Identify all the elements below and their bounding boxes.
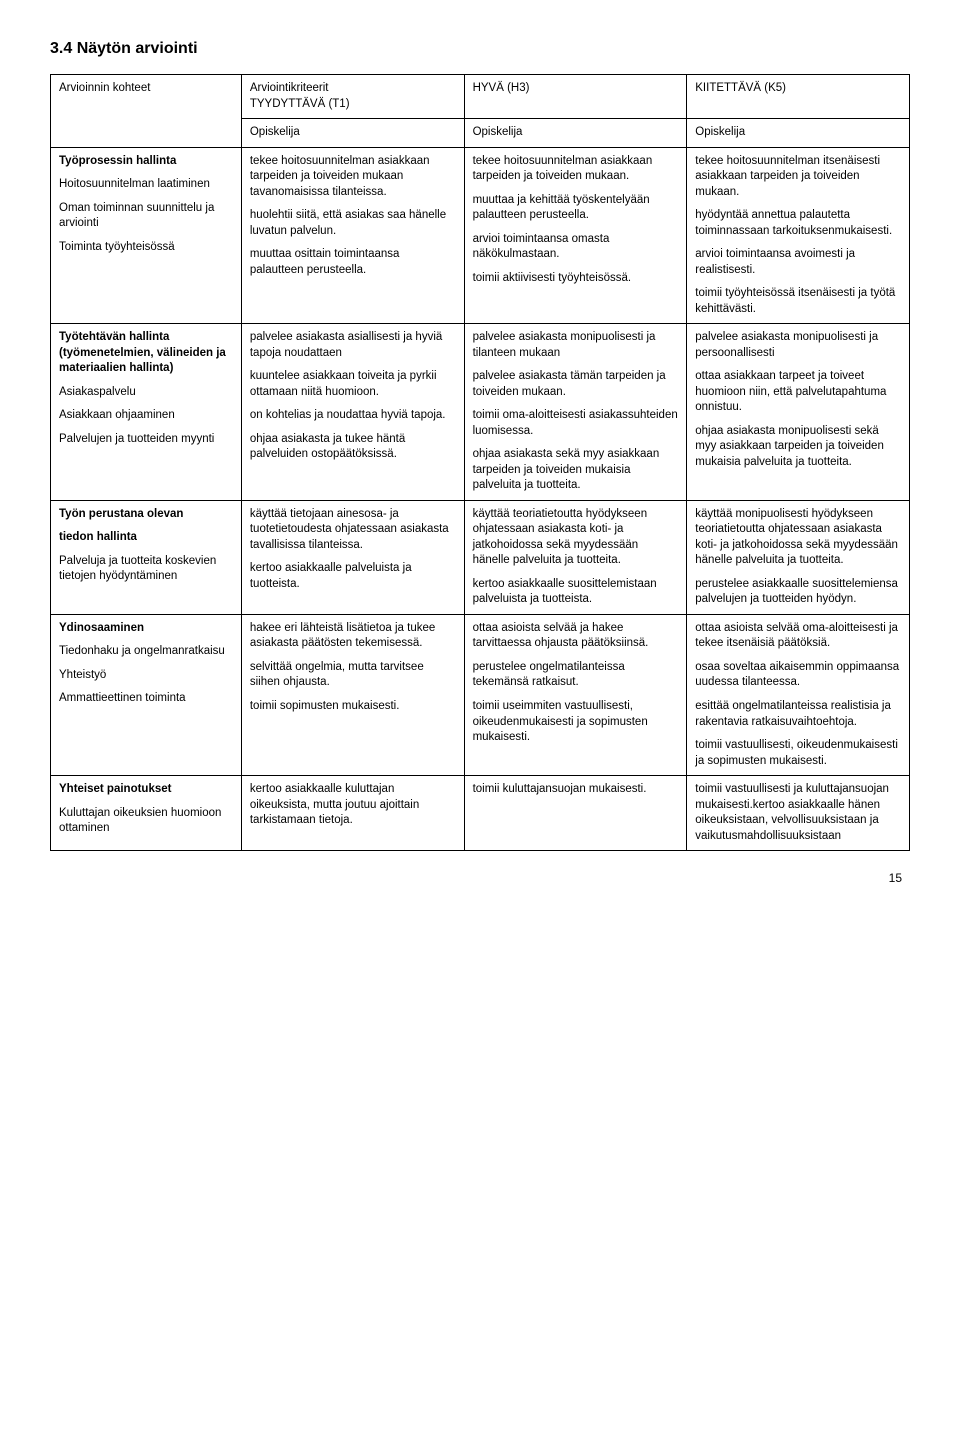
row-topic: Ydinosaaminen Tiedonhaku ja ongelmanratka…	[51, 614, 242, 775]
row-topic-sub: Palvelujen ja tuotteiden myynti	[59, 432, 233, 448]
criteria-k5: käyttää monipuolisesti hyödykseen teoria…	[687, 500, 910, 614]
criteria-h3: tekee hoitosuunnitelman asiakkaan tarpei…	[464, 147, 687, 324]
row-topic-sub: Oman toiminnan suunnittelu ja arviointi	[59, 201, 233, 232]
row-topic: Työtehtävän hallinta (työmenetelmien, vä…	[51, 324, 242, 501]
row-topic-sub: Toiminta työyhteisössä	[59, 240, 233, 256]
criteria-text: palvelee asiakasta asiallisesti ja hyviä…	[250, 330, 456, 361]
criteria-text: arvioi toimintaansa omasta näkökulmastaa…	[473, 232, 679, 263]
criteria-text: muuttaa osittain toimintaansa palautteen…	[250, 247, 456, 278]
criteria-text: kertoo asiakkaalle suosittelemistaan pal…	[473, 577, 679, 608]
criteria-text: toimii kuluttajansuojan mukaisesti.	[473, 782, 679, 798]
row-topic-sub: Yhteistyö	[59, 668, 233, 684]
criteria-text: toimii oma-aloitteisesti asiakassuhteide…	[473, 408, 679, 439]
table-row: Yhteiset painotukset Kuluttajan oikeuksie…	[51, 776, 910, 851]
criteria-text: ottaa asioista selvää oma-aloitteisesti …	[695, 621, 901, 652]
criteria-text: hakee eri lähteistä lisätietoa ja tukee …	[250, 621, 456, 652]
row-topic: Työn perustana olevan tiedon hallinta Palv…	[51, 500, 242, 614]
subheader-opiskelija-3: Opiskelija	[687, 119, 910, 148]
criteria-text: huolehtii siitä, että asiakas saa hänell…	[250, 208, 456, 239]
criteria-h3: toimii kuluttajansuojan mukaisesti.	[464, 776, 687, 851]
subheader-opiskelija-1: Opiskelija	[241, 119, 464, 148]
criteria-text: ohjaa asiakasta sekä myy asiakkaan tarpe…	[473, 447, 679, 494]
criteria-text: kertoo asiakkaalle palveluista ja tuotte…	[250, 561, 456, 592]
page-number: 15	[50, 871, 910, 885]
criteria-t1: palvelee asiakasta asiallisesti ja hyviä…	[241, 324, 464, 501]
criteria-text: käyttää tietojaan ainesosa- ja tuotetiet…	[250, 507, 456, 554]
row-topic-heading: Ydinosaaminen	[59, 621, 233, 637]
row-topic-sub: Palveluja ja tuotteita koskevien tietoje…	[59, 554, 233, 585]
row-topic-heading: Työtehtävän hallinta (työmenetelmien, vä…	[59, 330, 233, 377]
row-topic-sub: Hoitosuunnitelman laatiminen	[59, 177, 233, 193]
header-k5: KIITETTÄVÄ (K5)	[687, 75, 910, 119]
subheader-opiskelija-2: Opiskelija	[464, 119, 687, 148]
criteria-text: toimii vastuullisesti, oikeudenmukaisest…	[695, 738, 901, 769]
criteria-text: käyttää teoriatietoutta hyödykseen ohjat…	[473, 507, 679, 569]
criteria-h3: ottaa asioista selvää ja hakee tarvittae…	[464, 614, 687, 775]
criteria-t1: tekee hoitosuunnitelman asiakkaan tarpei…	[241, 147, 464, 324]
criteria-text: palvelee asiakasta monipuolisesti ja per…	[695, 330, 901, 361]
criteria-t1: kertoo asiakkaalle kuluttajan oikeuksist…	[241, 776, 464, 851]
row-topic: Työprosessin hallinta Hoitosuunnitelman l…	[51, 147, 242, 324]
row-topic-heading: Työprosessin hallinta	[59, 154, 233, 170]
criteria-text: perustelee ongelmatilanteissa tekemänsä …	[473, 660, 679, 691]
criteria-text: kertoo asiakkaalle kuluttajan oikeuksist…	[250, 782, 456, 829]
row-topic-sub: Kuluttajan oikeuksien huomioon ottaminen	[59, 806, 233, 837]
row-topic-heading: tiedon hallinta	[59, 530, 233, 546]
criteria-text: selvittää ongelmia, mutta tarvitsee siih…	[250, 660, 456, 691]
criteria-t1: käyttää tietojaan ainesosa- ja tuotetiet…	[241, 500, 464, 614]
criteria-k5: ottaa asioista selvää oma-aloitteisesti …	[687, 614, 910, 775]
header-arvioinnin-kohteet: Arvioinnin kohteet	[51, 75, 242, 148]
criteria-text: tekee hoitosuunnitelman asiakkaan tarpei…	[250, 154, 456, 201]
criteria-t1: hakee eri lähteistä lisätietoa ja tukee …	[241, 614, 464, 775]
header-arviointikriteerit: Arviointikriteerit	[250, 82, 329, 94]
row-topic-heading: Yhteiset painotukset	[59, 782, 233, 798]
table-row: Työn perustana olevan tiedon hallinta Palv…	[51, 500, 910, 614]
row-topic-sub: Tiedonhaku ja ongelmanratkaisu	[59, 644, 233, 660]
section-title: 3.4 Näytön arviointi	[50, 40, 910, 58]
criteria-text: palvelee asiakasta tämän tarpeiden ja to…	[473, 369, 679, 400]
criteria-text: perustelee asiakkaalle suosittelemiensa …	[695, 577, 901, 608]
criteria-text: osaa soveltaa aikaisemmin oppimaansa uud…	[695, 660, 901, 691]
criteria-text: käyttää monipuolisesti hyödykseen teoria…	[695, 507, 901, 569]
criteria-text: on kohtelias ja noudattaa hyviä tapoja.	[250, 408, 456, 424]
table-row: Työprosessin hallinta Hoitosuunnitelman l…	[51, 147, 910, 324]
criteria-text: ohjaa asiakasta ja tukee häntä palveluid…	[250, 432, 456, 463]
criteria-text: esittää ongelmatilanteissa realistisia j…	[695, 699, 901, 730]
criteria-text: toimii työyhteisössä itsenäisesti ja työ…	[695, 286, 901, 317]
criteria-k5: toimii vastuullisesti ja kuluttajansuoja…	[687, 776, 910, 851]
criteria-text: toimii aktiivisesti työyhteisössä.	[473, 271, 679, 287]
criteria-text: tekee hoitosuunnitelman asiakkaan tarpei…	[473, 154, 679, 185]
criteria-text: hyödyntää annettua palautetta toiminnass…	[695, 208, 901, 239]
header-t1: TYYDYTTÄVÄ (T1)	[250, 98, 350, 110]
criteria-text: muuttaa ja kehittää työskentelyään palau…	[473, 193, 679, 224]
criteria-text: palvelee asiakasta monipuolisesti ja til…	[473, 330, 679, 361]
criteria-k5: palvelee asiakasta monipuolisesti ja per…	[687, 324, 910, 501]
header-h3: HYVÄ (H3)	[464, 75, 687, 119]
row-topic-heading: Työn perustana olevan	[59, 507, 233, 523]
row-topic: Yhteiset painotukset Kuluttajan oikeuksie…	[51, 776, 242, 851]
table-row: Ydinosaaminen Tiedonhaku ja ongelmanratka…	[51, 614, 910, 775]
criteria-h3: palvelee asiakasta monipuolisesti ja til…	[464, 324, 687, 501]
criteria-text: ottaa asioista selvää ja hakee tarvittae…	[473, 621, 679, 652]
table-header-row-1: Arvioinnin kohteet Arviointikriteerit TY…	[51, 75, 910, 119]
table-row: Työtehtävän hallinta (työmenetelmien, vä…	[51, 324, 910, 501]
row-topic-sub: Asiakaspalvelu	[59, 385, 233, 401]
header-arviointikriteerit-t1: Arviointikriteerit TYYDYTTÄVÄ (T1)	[241, 75, 464, 119]
assessment-table: Arvioinnin kohteet Arviointikriteerit TY…	[50, 74, 910, 851]
criteria-text: toimii vastuullisesti ja kuluttajansuoja…	[695, 782, 901, 844]
criteria-text: toimii useimmiten vastuullisesti, oikeud…	[473, 699, 679, 746]
criteria-text: ottaa asiakkaan tarpeet ja toiveet huomi…	[695, 369, 901, 416]
criteria-text: toimii sopimusten mukaisesti.	[250, 699, 456, 715]
criteria-text: tekee hoitosuunnitelman itsenäisesti asi…	[695, 154, 901, 201]
criteria-text: arvioi toimintaansa avoimesti ja realist…	[695, 247, 901, 278]
criteria-k5: tekee hoitosuunnitelman itsenäisesti asi…	[687, 147, 910, 324]
criteria-text: ohjaa asiakasta monipuolisesti sekä myy …	[695, 424, 901, 471]
row-topic-sub: Asiakkaan ohjaaminen	[59, 408, 233, 424]
row-topic-sub: Ammattieettinen toiminta	[59, 691, 233, 707]
criteria-h3: käyttää teoriatietoutta hyödykseen ohjat…	[464, 500, 687, 614]
criteria-text: kuuntelee asiakkaan toiveita ja pyrkii o…	[250, 369, 456, 400]
